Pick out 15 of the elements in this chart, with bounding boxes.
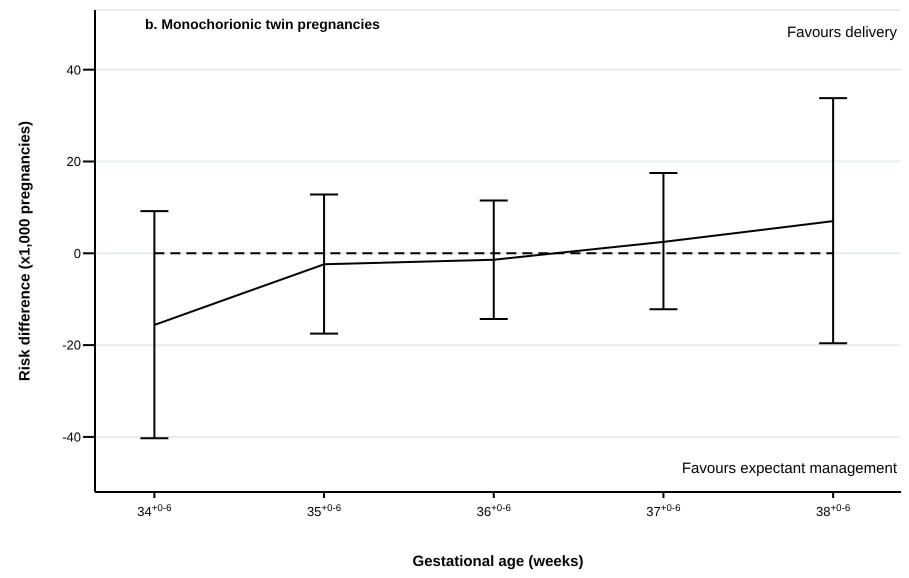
text: b. Monochorionic twin pregnancies — [145, 16, 380, 32]
annotation: Favours expectant management — [682, 460, 897, 477]
x-tick-label: 36$^{+0-6}$ — [476, 502, 511, 519]
annotation: Favours delivery — [786, 24, 897, 41]
y-tick-label: 40 — [66, 62, 81, 78]
y-tick-label: -40 — [62, 430, 81, 445]
y-tick-label: 20 — [66, 154, 81, 170]
y-tick-label: -20 — [62, 338, 81, 353]
x-axis-title: Gestational age (weeks) — [412, 553, 584, 570]
x-tick-label: 38$^{+0-6}$ — [816, 502, 850, 519]
x-tick-label: 37$^{+0-6}$ — [646, 502, 681, 519]
y-axis-title: Risk difference (x1,000 pregnancies) — [16, 120, 34, 382]
y-tick-label: 0 — [74, 246, 81, 261]
x-tick-label: 34$^{+0-6}$ — [137, 502, 172, 519]
x-tick-label: 35$^{+0-6}$ — [306, 502, 342, 519]
